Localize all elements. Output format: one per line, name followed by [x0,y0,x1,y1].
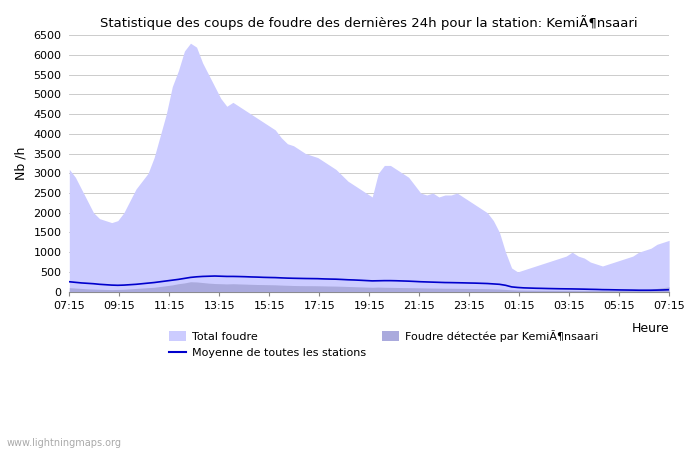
Text: www.lightningmaps.org: www.lightningmaps.org [7,438,122,448]
Text: Heure: Heure [631,322,669,335]
Legend: Total foudre, Moyenne de toutes les stations, Foudre détectée par KemiÃ¶nsaari: Total foudre, Moyenne de toutes les stat… [164,326,602,363]
Title: Statistique des coups de foudre des dernières 24h pour la station: KemiÃ¶nsaari: Statistique des coups de foudre des dern… [100,15,638,30]
Y-axis label: Nb /h: Nb /h [15,147,28,180]
